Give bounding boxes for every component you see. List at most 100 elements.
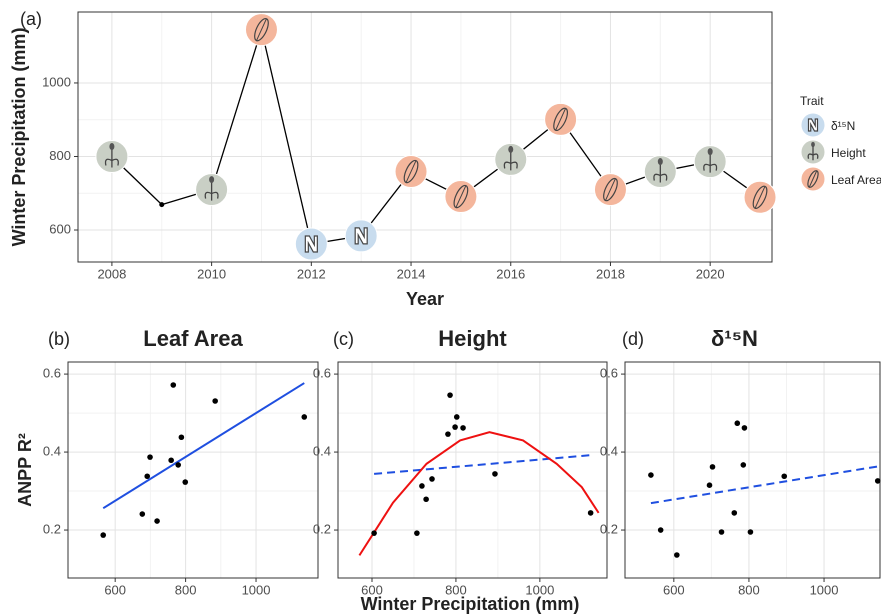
- trait-marker: [95, 139, 129, 173]
- panel-label: (a): [20, 9, 42, 29]
- y-tick-label: 1000: [42, 74, 71, 89]
- x-tick-label: 2018: [596, 266, 625, 281]
- point: [874, 478, 881, 484]
- trait-marker: [344, 219, 378, 253]
- icon-bud: [109, 142, 115, 150]
- icon-midrib: [754, 186, 766, 209]
- trait-marker: [444, 180, 478, 214]
- point: [139, 511, 146, 517]
- point: [706, 482, 713, 489]
- point: [657, 527, 664, 533]
- y-tick-label: 600: [49, 221, 71, 236]
- icon-n-glyph: [807, 118, 819, 132]
- y-tick-label: 0.6: [600, 366, 618, 381]
- x-tick-label: 2020: [696, 266, 725, 281]
- point: [429, 476, 435, 482]
- icon-n-glyph: [304, 235, 318, 253]
- point: [648, 472, 654, 478]
- legend-label: Height: [831, 146, 866, 160]
- icon-plant: [653, 162, 668, 183]
- point: [100, 532, 107, 538]
- point: [452, 424, 458, 430]
- panel-background: [78, 12, 772, 262]
- fit-line: [102, 382, 305, 510]
- point: [731, 510, 738, 516]
- legend-title: Trait: [800, 94, 824, 108]
- trait-marker: [244, 13, 278, 47]
- panel-background: [625, 362, 880, 578]
- legend-key: [800, 139, 826, 165]
- x-tick-label: 600: [104, 582, 126, 597]
- y-tick-label: 0.4: [600, 444, 618, 459]
- icon-plant: [204, 180, 219, 201]
- x-tick-label: 1000: [242, 582, 271, 597]
- legend-key: [800, 166, 826, 192]
- point: [371, 530, 377, 536]
- trait-marker: [494, 142, 528, 176]
- icon-plant: [807, 145, 819, 161]
- x-tick-label: 2008: [97, 266, 126, 281]
- y-tick-label: 800: [49, 148, 71, 163]
- icon-plant: [503, 150, 518, 171]
- icon-midrib: [455, 185, 467, 208]
- panel-border: [624, 361, 881, 579]
- icon-midrib: [256, 18, 267, 41]
- trait-marker: [394, 155, 428, 189]
- point: [587, 510, 594, 516]
- icon-midrib: [808, 170, 818, 188]
- icon-plant: [104, 147, 119, 168]
- trait-marker: [294, 227, 328, 261]
- point: [492, 471, 498, 477]
- panel-background: [68, 362, 318, 578]
- point: [159, 202, 165, 208]
- y-tick-label: 0.6: [43, 366, 61, 381]
- point: [419, 483, 425, 489]
- icon-midrib: [605, 178, 616, 201]
- panel-border: [337, 361, 608, 579]
- point: [741, 425, 748, 431]
- y-tick-label: 0.4: [313, 444, 331, 459]
- panel-label: (b): [48, 329, 70, 349]
- icon-bud: [657, 158, 663, 166]
- point: [453, 414, 460, 420]
- plot-area: [100, 382, 308, 538]
- icon-n-glyph: [354, 227, 368, 245]
- x-tick-label: 800: [445, 582, 467, 597]
- point: [182, 479, 189, 485]
- icon-midrib: [555, 108, 567, 131]
- point: [709, 464, 716, 470]
- point: [154, 518, 160, 524]
- point: [747, 529, 754, 535]
- trait-marker: [643, 155, 677, 189]
- x-axis-title: Year: [406, 289, 444, 309]
- icon-bud: [508, 145, 514, 153]
- panel-title: Height: [438, 326, 507, 351]
- point: [178, 434, 185, 441]
- fit-line: [374, 454, 591, 475]
- icon-plant: [703, 152, 718, 173]
- legend-label: Leaf Area: [831, 173, 881, 187]
- trait-marker: [693, 145, 727, 179]
- y-tick-label: 0.2: [313, 521, 331, 536]
- trait-marker: [195, 173, 229, 207]
- trait-marker: [743, 180, 777, 214]
- y-tick-label: 0.4: [43, 444, 61, 459]
- x-tick-label: 1000: [525, 582, 554, 597]
- point: [674, 552, 680, 558]
- y-tick-label: 0.6: [313, 366, 331, 381]
- point: [423, 496, 429, 503]
- x-tick-label: 600: [663, 582, 685, 597]
- y-tick-label: 0.2: [43, 521, 61, 536]
- x-axis-title: Winter Precipitation (mm): [361, 594, 580, 614]
- x-tick-label: 2012: [297, 266, 326, 281]
- icon-bud: [811, 141, 815, 148]
- y-axis-title: ANPP R²: [15, 433, 35, 507]
- plot-area: [648, 420, 881, 558]
- panel-title: Leaf Area: [143, 326, 243, 351]
- icon-bud: [209, 176, 215, 184]
- point: [414, 530, 420, 536]
- x-tick-label: 800: [738, 582, 760, 597]
- panel-title: δ¹⁵N: [711, 326, 758, 351]
- point: [734, 420, 741, 427]
